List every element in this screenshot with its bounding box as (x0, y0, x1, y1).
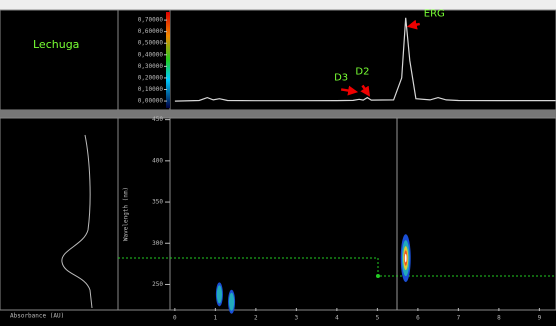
contour-peak (401, 234, 411, 282)
absorbance-label: Absorbance (AU) (10, 313, 64, 320)
annotation-label: ERG (424, 9, 445, 20)
y-tick-label: 0,70000 (138, 17, 164, 24)
contour-ring (217, 285, 222, 303)
contour-panel (170, 118, 556, 310)
x-tick-label: 9 (538, 315, 542, 322)
sample-name: Lechuga (33, 38, 79, 51)
color-scale (166, 12, 170, 108)
y-tick-label: 400 (152, 157, 163, 164)
title-bar (0, 0, 556, 10)
y-tick-label: 0,00000 (138, 98, 164, 105)
y-tick-label: 450 (152, 116, 163, 123)
y-tick-label: 0,50000 (138, 40, 164, 47)
annotation-arrow (412, 24, 420, 26)
y-tick-label: 0,40000 (138, 51, 164, 58)
contour-peak (228, 290, 235, 314)
x-tick-label: 4 (335, 315, 339, 322)
x-tick-label: 0 (173, 315, 177, 322)
spectrum-panel (0, 118, 118, 310)
y-tick-label: 0,10000 (138, 86, 164, 93)
x-tick-label: 2 (254, 315, 258, 322)
contour-ring (229, 293, 234, 311)
y-tick-label: 0,20000 (138, 74, 164, 81)
y-axis-panel (118, 10, 170, 110)
crosshair-point (376, 274, 380, 278)
y-tick-label: 0,60000 (138, 28, 164, 35)
contour-ring (405, 254, 407, 263)
x-tick-label: 7 (457, 315, 461, 322)
y-tick-label: 250 (152, 281, 163, 288)
x-tick-label: 3 (295, 315, 299, 322)
splitter (0, 110, 556, 118)
y-tick-label: 350 (152, 199, 163, 206)
contour-peak (216, 282, 223, 306)
chromatogram-window: Lechuga Absorbance (AU) Wavelength (nm) … (0, 0, 556, 326)
chromatogram-panel (170, 10, 556, 110)
x-tick-label: 5 (376, 315, 380, 322)
x-tick-label: 1 (214, 315, 218, 322)
x-tick-label: 6 (416, 315, 420, 322)
x-tick-label: 8 (497, 315, 501, 322)
sample-panel (0, 10, 118, 110)
annotation-label: D3 (334, 72, 348, 83)
annotation-label: D2 (355, 67, 369, 78)
y-tick-label: 300 (152, 240, 163, 247)
page: Lechuga Absorbance (AU) Wavelength (nm) … (0, 0, 556, 326)
wavelength-label: Wavelength (nm) (123, 187, 130, 241)
y-tick-label: 0,30000 (138, 63, 164, 70)
